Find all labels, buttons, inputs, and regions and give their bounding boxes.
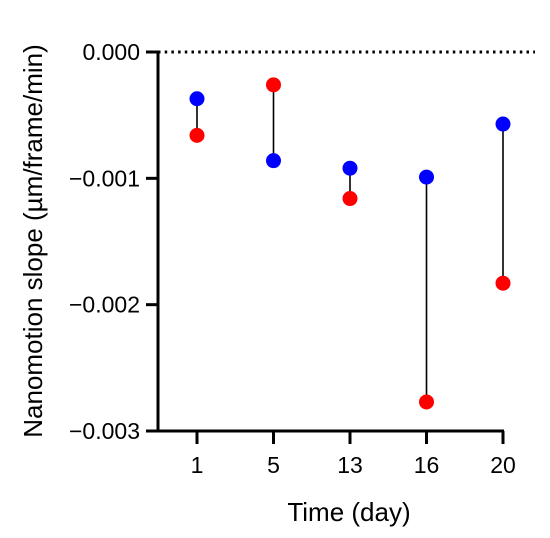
red-data-point (266, 77, 281, 93)
y-axis-title: Nanomotion slope (µm/frame/min) (18, 44, 48, 438)
red-data-point (419, 394, 434, 410)
blue-data-point (342, 160, 358, 176)
x-axis-title: Time (day) (287, 497, 410, 527)
blue-data-point (495, 116, 511, 132)
blue-data-point (266, 153, 281, 169)
x-tick-label: 1 (191, 452, 204, 478)
y-tick-label: −0.002 (69, 292, 140, 318)
x-tick-label: 5 (267, 452, 280, 478)
x-ticks: 1 5 13 16 20 (191, 431, 516, 478)
data-points (189, 77, 511, 410)
blue-data-point (419, 169, 434, 185)
x-tick-label: 13 (337, 452, 363, 478)
y-tick-label: 0.000 (82, 39, 140, 65)
x-tick-label: 16 (414, 452, 440, 478)
blue-data-point (189, 91, 205, 107)
x-tick-label: 20 (490, 452, 516, 478)
red-data-point (495, 275, 511, 291)
connector-lines (196, 84, 504, 402)
y-tick-label: −0.001 (69, 165, 140, 191)
red-data-point (342, 191, 358, 207)
y-ticks: 0.000 −0.001 −0.002 −0.003 (69, 39, 158, 444)
red-data-point (189, 127, 205, 143)
y-tick-label: −0.003 (69, 418, 140, 444)
